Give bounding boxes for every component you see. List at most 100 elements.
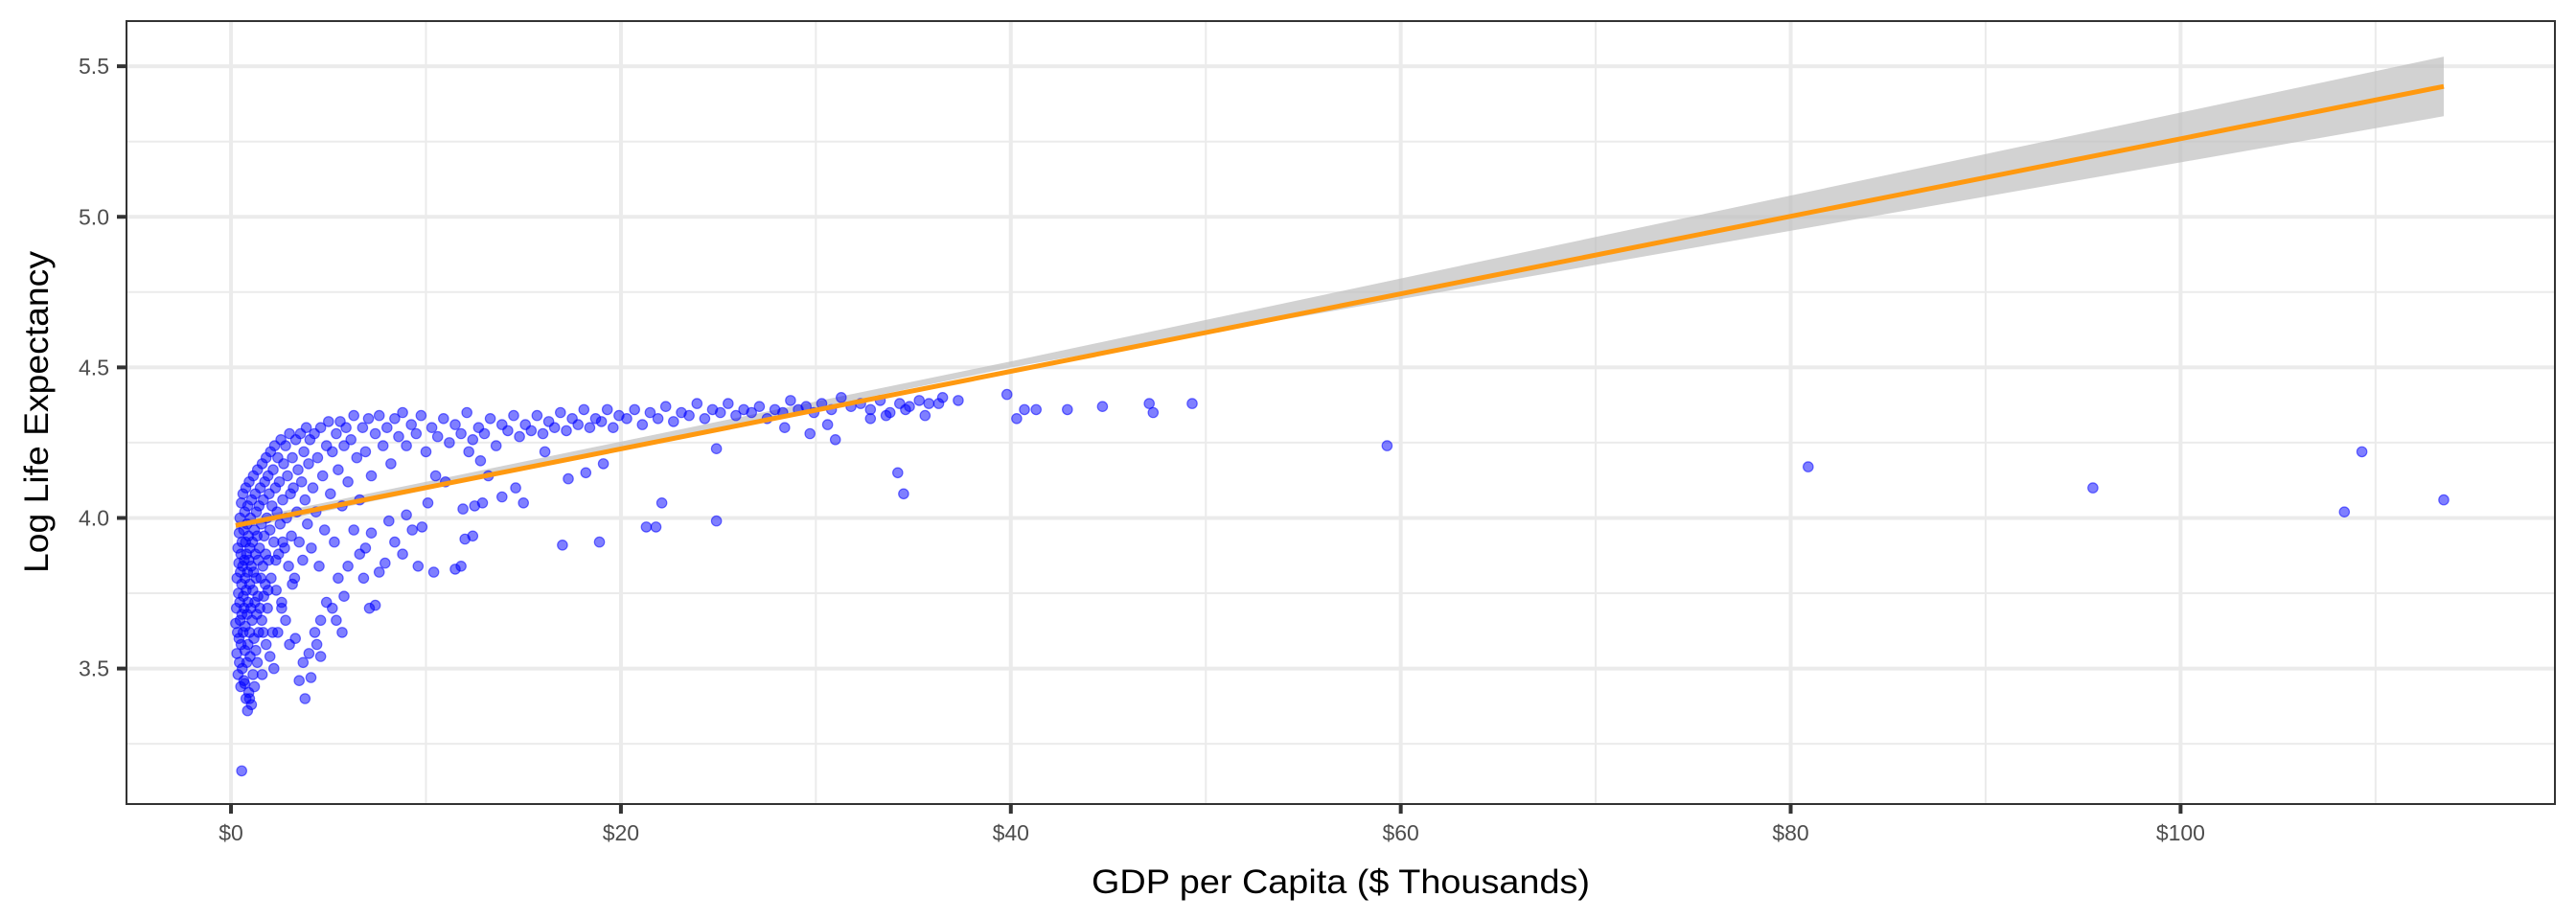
data-point — [469, 500, 481, 512]
data-point — [578, 403, 590, 416]
data-point — [276, 602, 288, 614]
x-tick-label: $0 — [218, 820, 243, 845]
data-point — [406, 524, 418, 536]
data-point — [397, 548, 408, 560]
y-tick-label: 4.0 — [79, 505, 109, 530]
data-point — [373, 409, 385, 422]
data-point — [621, 412, 632, 425]
data-point — [518, 496, 529, 509]
data-point — [554, 406, 566, 419]
data-point — [601, 403, 613, 416]
data-point — [429, 470, 442, 482]
data-point — [277, 536, 288, 548]
data-point — [710, 443, 723, 454]
data-point — [1803, 461, 1814, 472]
data-point — [314, 422, 327, 433]
data-point — [778, 422, 791, 433]
data-point — [1186, 398, 1198, 409]
data-point — [1147, 406, 1160, 419]
data-point — [257, 627, 269, 638]
data-point — [401, 509, 412, 521]
data-point — [382, 515, 395, 527]
data-point — [369, 427, 381, 440]
data-point — [405, 419, 417, 430]
data-point — [557, 539, 568, 551]
data-point — [239, 678, 251, 690]
data-point — [322, 416, 334, 427]
data-point — [262, 585, 274, 596]
data-point — [416, 521, 428, 533]
data-point — [913, 395, 925, 406]
data-point — [326, 446, 338, 458]
data-point — [923, 398, 935, 409]
data-point — [385, 458, 397, 470]
data-point — [256, 669, 268, 680]
data-point — [389, 536, 401, 548]
data-point — [580, 467, 592, 479]
y-tick-label: 3.5 — [79, 656, 109, 681]
data-point — [267, 464, 279, 475]
data-point — [282, 470, 293, 482]
x-axis-title: GDP per Capita ($ Thousands) — [1092, 863, 1590, 901]
data-point — [331, 427, 342, 440]
data-point — [864, 412, 877, 425]
y-axis: 3.5 4.0 4.5 5.0 5.5 — [79, 54, 126, 681]
data-point — [459, 533, 471, 545]
data-point — [539, 446, 551, 458]
data-point — [572, 419, 584, 430]
data-point — [299, 494, 311, 506]
data-point — [307, 482, 319, 494]
data-point — [242, 704, 254, 717]
data-point — [389, 412, 401, 425]
data-point — [431, 430, 444, 443]
data-point — [284, 638, 295, 651]
data-point — [595, 416, 608, 427]
data-point — [667, 416, 679, 427]
data-point — [301, 518, 313, 530]
data-point — [415, 409, 427, 422]
data-point — [336, 627, 348, 638]
data-point — [377, 440, 389, 451]
data-point — [829, 433, 841, 446]
data-point — [273, 475, 286, 488]
x-tick-label: $20 — [603, 820, 639, 845]
data-point — [316, 470, 329, 482]
data-point — [900, 403, 911, 416]
data-point — [298, 446, 310, 458]
data-point — [722, 398, 734, 409]
data-point — [437, 412, 449, 425]
data-point — [449, 564, 461, 575]
data-point — [1011, 412, 1023, 425]
data-point — [373, 566, 385, 578]
data-point — [338, 590, 350, 602]
data-point — [393, 430, 404, 443]
data-point — [318, 524, 331, 536]
data-point — [699, 412, 711, 425]
y-tick-label: 4.5 — [79, 355, 109, 380]
data-point — [683, 409, 695, 422]
data-point — [785, 395, 796, 406]
data-point — [288, 482, 299, 494]
data-point — [607, 422, 619, 433]
data-point — [260, 638, 272, 651]
data-point — [650, 521, 662, 533]
data-point — [644, 406, 656, 419]
data-point — [251, 656, 264, 669]
data-point — [300, 422, 312, 433]
data-point — [295, 475, 308, 488]
data-point — [297, 554, 309, 566]
data-point — [365, 527, 378, 539]
data-point — [457, 503, 469, 515]
data-point — [420, 446, 432, 458]
data-point — [348, 524, 359, 536]
data-point — [256, 614, 267, 627]
data-point — [365, 470, 378, 482]
x-tick-label: $40 — [993, 820, 1029, 845]
data-point — [340, 422, 352, 433]
data-point — [584, 422, 596, 433]
y-tick-label: 5.0 — [79, 204, 109, 229]
data-point — [333, 572, 344, 585]
data-point — [531, 409, 543, 422]
data-point — [280, 614, 291, 627]
